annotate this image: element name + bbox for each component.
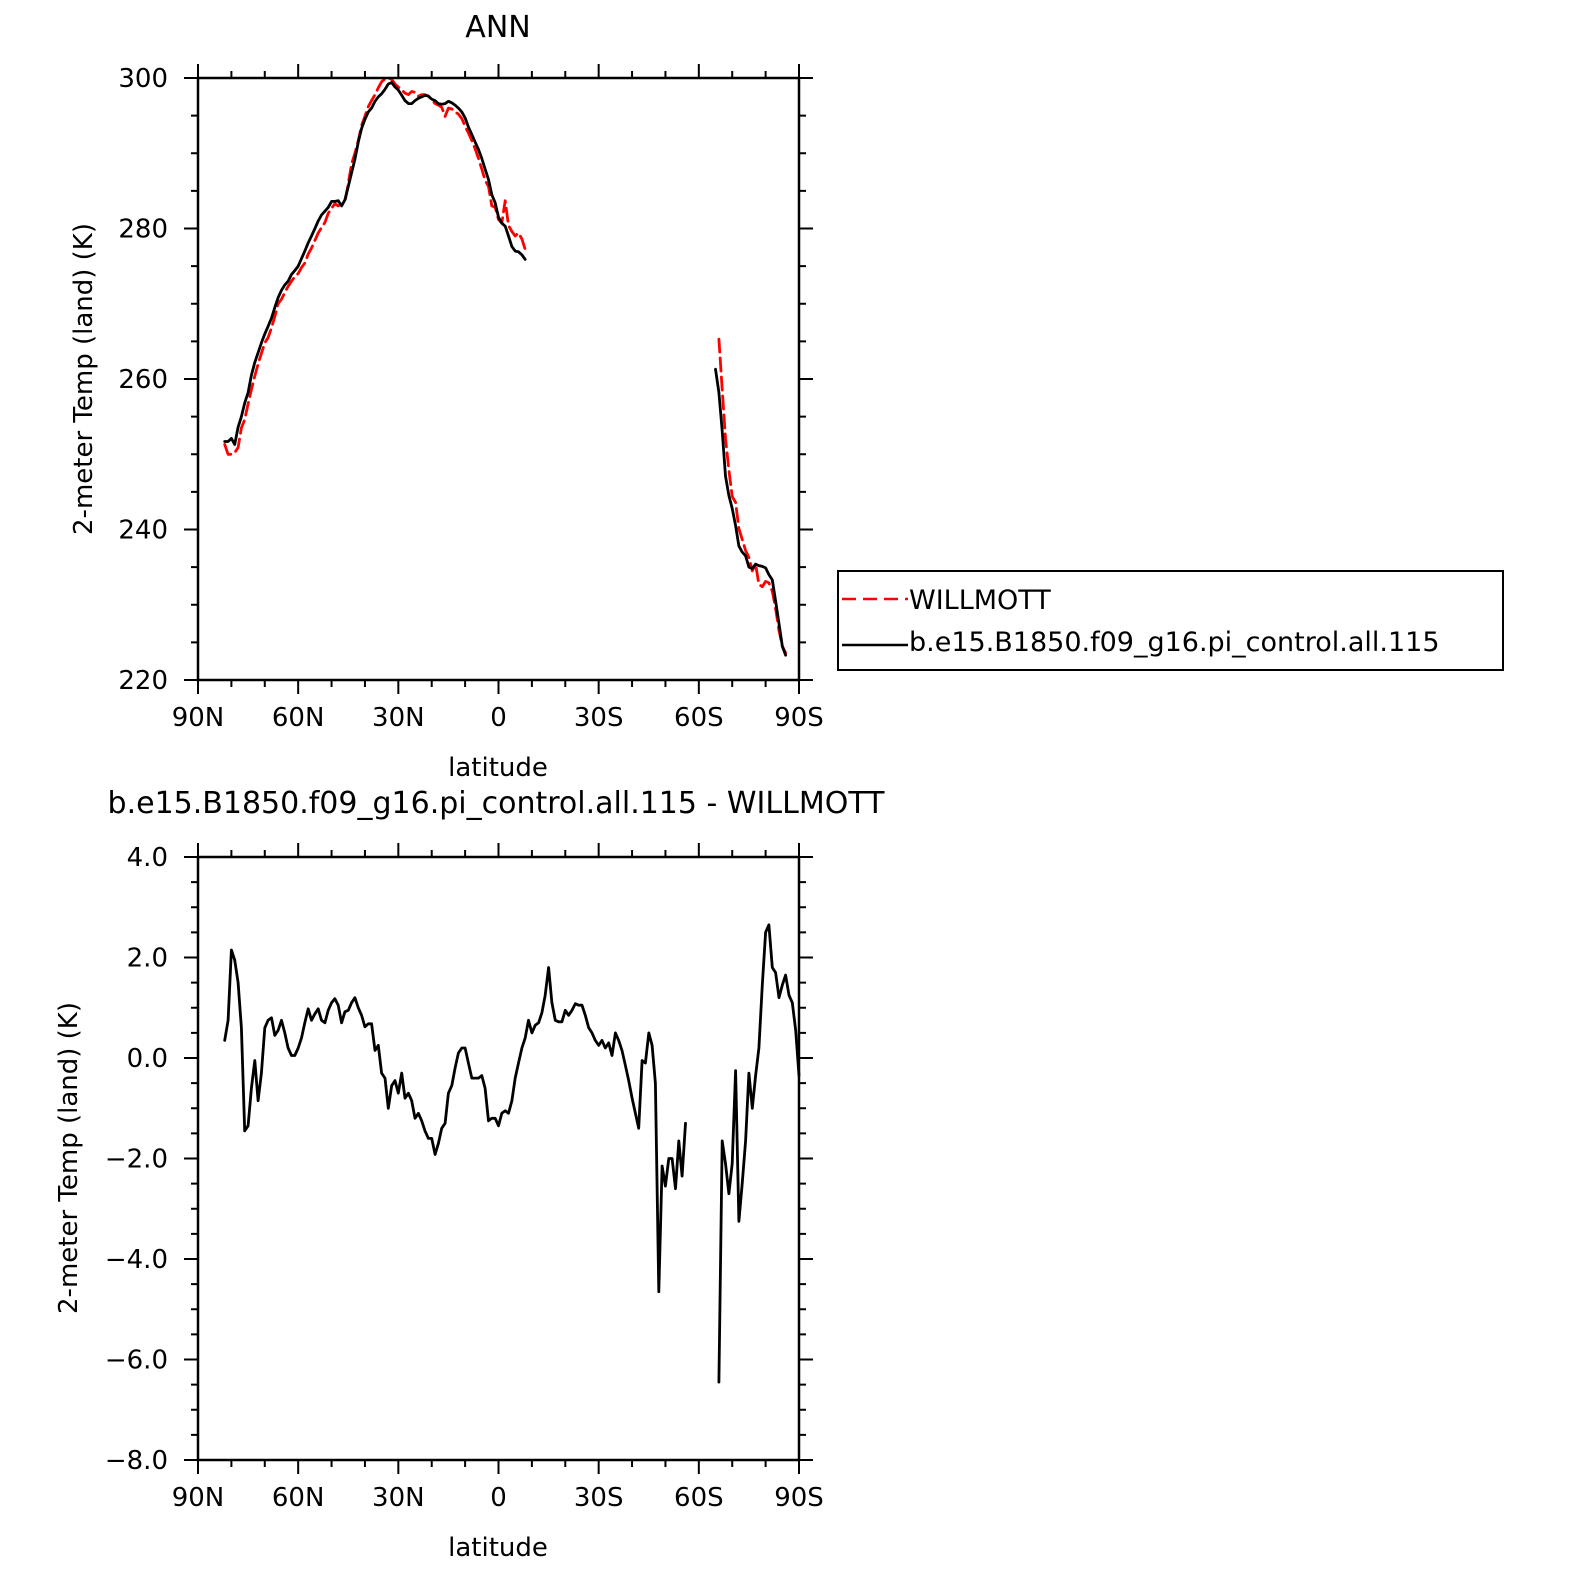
bottom-x-tick-labels: 90N 60N 30N 0 30S 60S 90S (172, 1483, 824, 1513)
series-0-line-segment-0 (223, 76, 527, 456)
x-tick-label: 90N (172, 703, 225, 733)
series-1-line-segment-0 (223, 81, 527, 446)
bottom-panel: b.e15.B1850.f09_g16.pi_control.all.115 -… (54, 786, 885, 1563)
legend-box (837, 570, 1504, 671)
bottom-chart-series-group (223, 923, 801, 1384)
bottom-plot-frame (196, 855, 801, 1462)
bottom-y-axis-label: 2-meter Temp (land) (K) (54, 1002, 84, 1314)
y-tick-label: −6.0 (105, 1346, 168, 1376)
x-tick-label: 30S (574, 1483, 624, 1513)
top-x-tick-labels: 90N 60N 30N 0 30S 60S 90S (172, 703, 824, 733)
x-tick-label: 30S (574, 703, 624, 733)
y-tick-label: 220 (118, 666, 168, 696)
bottom-chart-ticks (184, 843, 813, 1474)
top-panel: ANN 90N 60N 30N 0 30S 60S 90S 220240260280300 … (69, 10, 824, 783)
y-tick-label: 260 (118, 365, 168, 395)
top-chart-ticks (184, 64, 813, 694)
series-0-line-segment-1 (717, 923, 801, 1384)
bottom-y-tick-labels: −8.0 −6.0 −4.0 −2.0 0.0 2.0 4.0 (105, 843, 168, 1476)
y-tick-label: 0.0 (127, 1044, 168, 1074)
bottom-chart-title: b.e15.B1850.f09_g16.pi_control.all.115 -… (108, 786, 886, 821)
x-tick-label: 90S (774, 703, 824, 733)
series-0-line-segment-0 (223, 948, 687, 1294)
x-tick-label: 0 (490, 1483, 507, 1513)
series-1-line-segment-1 (714, 367, 787, 657)
y-tick-label: 2.0 (127, 944, 168, 974)
x-tick-label: 60N (272, 703, 325, 733)
y-tick-label: −2.0 (105, 1145, 168, 1175)
y-tick-label: 4.0 (127, 843, 168, 873)
top-y-tick-labels: 220 240 260 280 300 (118, 64, 168, 696)
x-tick-label: 90S (774, 1483, 824, 1513)
x-tick-label: 90N (172, 1483, 225, 1513)
y-tick-label: 280 (118, 215, 168, 245)
legend-label-model: b.e15.B1850.f09_g16.pi_control.all.115 (909, 627, 1440, 658)
y-tick-label: −4.0 (105, 1245, 168, 1275)
x-tick-label: 60N (272, 1483, 325, 1513)
top-chart-series-group (223, 76, 787, 657)
x-tick-label: 60S (674, 1483, 724, 1513)
y-tick-label: 300 (118, 64, 168, 94)
y-tick-label: 240 (118, 516, 168, 546)
bottom-x-axis-label: latitude (448, 1533, 548, 1563)
top-plot-frame (196, 76, 801, 682)
y-tick-label: −8.0 (105, 1446, 168, 1476)
top-chart-title: ANN (465, 10, 530, 45)
x-tick-label: 30N (372, 1483, 425, 1513)
top-y-axis-label: 2-meter Temp (land) (K) (69, 223, 99, 535)
x-tick-label: 60S (674, 703, 724, 733)
legend-label-willmott: WILLMOTT (909, 585, 1051, 616)
x-tick-label: 0 (490, 703, 507, 733)
top-x-axis-label: latitude (448, 753, 548, 783)
x-tick-label: 30N (372, 703, 425, 733)
legend: WILLMOTT b.e15.B1850.f09_g16.pi_control.… (837, 570, 1504, 671)
